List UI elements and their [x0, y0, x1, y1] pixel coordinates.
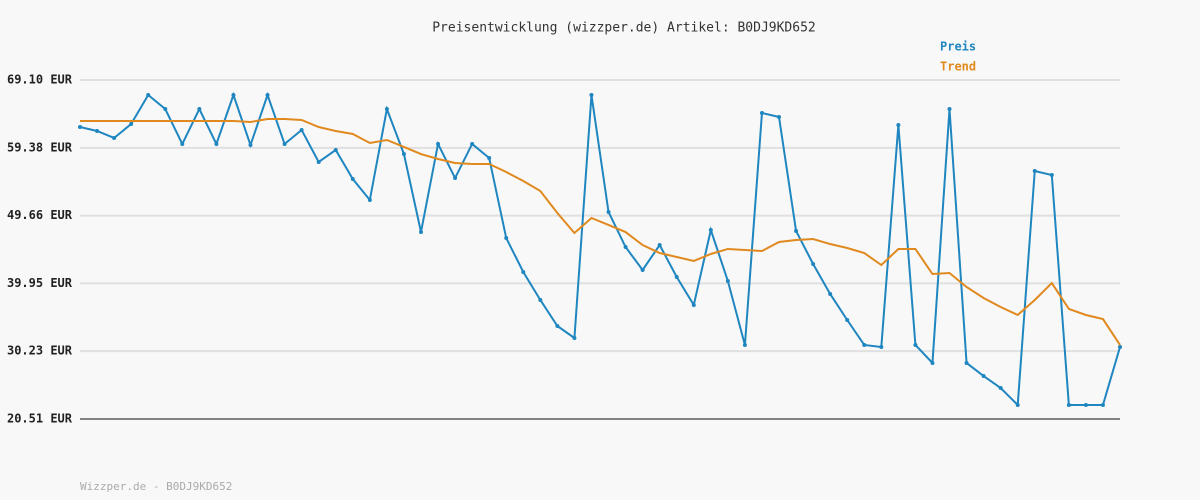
data-point [1083, 402, 1088, 407]
data-point [248, 143, 253, 148]
data-point [725, 279, 730, 283]
data-point [538, 297, 543, 302]
data-point [163, 107, 168, 112]
data-point [623, 245, 628, 250]
data-point [112, 135, 117, 140]
data-point [436, 141, 441, 146]
data-point [180, 141, 185, 146]
data-point [504, 236, 509, 241]
y-tick-label: 30.23 EUR [7, 344, 73, 358]
data-point [606, 210, 611, 214]
y-tick-label: 49.66 EUR [7, 208, 73, 222]
chart-title: Preisentwicklung (wizzper.de) Artikel: B… [432, 21, 816, 36]
data-point [470, 141, 475, 146]
data-point [828, 291, 833, 296]
data-point [487, 156, 492, 160]
data-point [1049, 173, 1054, 178]
data-point [129, 122, 134, 127]
data-point [333, 147, 338, 152]
y-tick-label: 59.38 EUR [7, 140, 73, 154]
data-point [879, 345, 884, 349]
data-point [401, 152, 406, 157]
y-tick-label: 69.10 EUR [7, 73, 73, 87]
footer: Wizzper.de - B0DJ9KD652 [80, 480, 232, 493]
data-point [845, 318, 850, 322]
y-tick-label: 39.95 EUR [7, 276, 73, 290]
data-point [913, 342, 918, 347]
data-point [214, 141, 219, 146]
series-line [80, 118, 1121, 346]
data-point [964, 360, 969, 365]
data-point [265, 93, 270, 97]
data-point [811, 261, 816, 266]
data-point [572, 336, 577, 340]
data-point [1100, 402, 1105, 407]
data-point [674, 275, 679, 280]
data-point [691, 303, 696, 307]
data-point [282, 141, 287, 146]
data-point [418, 230, 423, 235]
data-point [998, 386, 1003, 391]
data-point [146, 93, 151, 97]
series-line [79, 91, 1121, 408]
legend-entry: Preis [940, 40, 976, 54]
data-point [896, 123, 901, 127]
data-point [759, 111, 764, 115]
data-point [640, 267, 645, 272]
data-point [862, 342, 867, 347]
data-point [197, 107, 202, 112]
data-point [350, 177, 355, 181]
data-point [555, 324, 560, 328]
data-point [1015, 402, 1020, 407]
data-point [777, 114, 782, 119]
data-point [384, 107, 389, 112]
data-point [299, 128, 304, 133]
data-point [981, 374, 986, 379]
y-tick-label: 20.51 EUR [7, 412, 73, 426]
data-point [708, 228, 713, 232]
data-point [657, 243, 662, 247]
data-point [947, 107, 952, 112]
data-point [1118, 345, 1122, 349]
data-point [78, 125, 82, 130]
data-point [453, 176, 458, 181]
data-point [316, 159, 321, 164]
data-point [1032, 168, 1037, 173]
data-point [95, 129, 100, 133]
legend-entry: Trend [940, 60, 976, 74]
data-point [1066, 402, 1071, 407]
data-point [742, 342, 747, 347]
data-point [367, 198, 372, 202]
data-point [589, 93, 594, 97]
data-point [231, 93, 236, 97]
data-point [521, 270, 526, 274]
data-point [794, 228, 799, 233]
data-point [930, 360, 935, 365]
